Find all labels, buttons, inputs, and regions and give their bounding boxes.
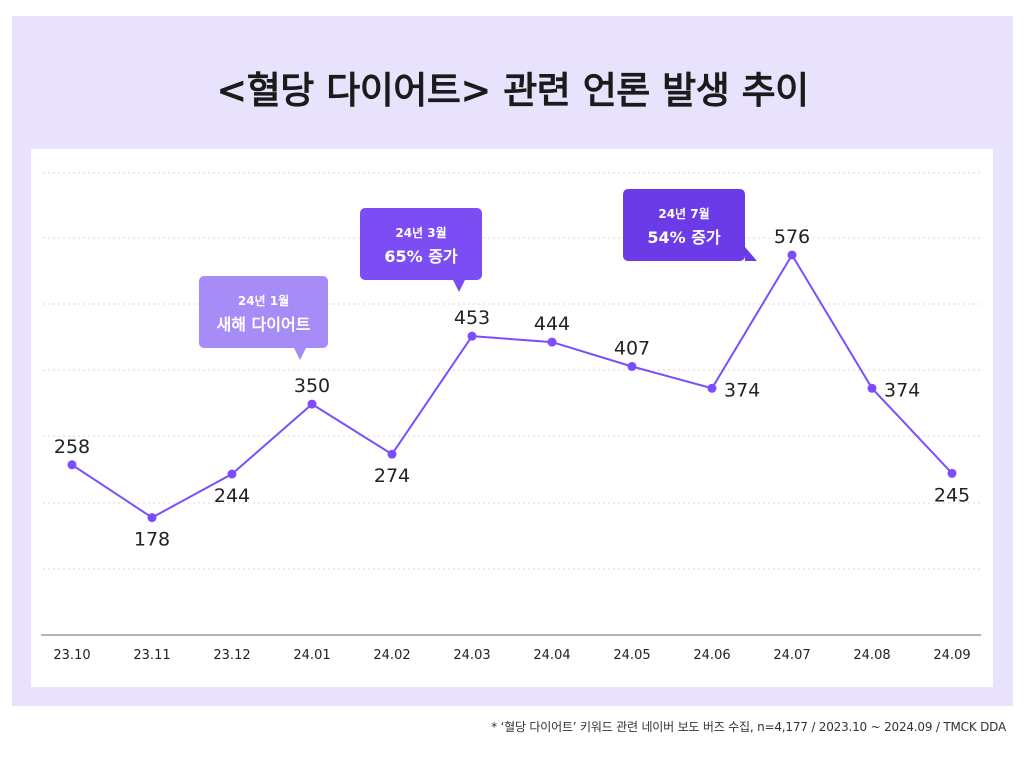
- data-label: 453: [454, 307, 490, 329]
- data-point: [467, 331, 477, 341]
- chart-card: 23.10 23.11 23.12 24.01 24.02 24.03 24.04 24.05…: [31, 149, 993, 687]
- x-tick-label: 23.11: [133, 648, 170, 663]
- data-label: 576: [774, 226, 810, 248]
- x-tick-label: 24.08: [853, 648, 890, 663]
- data-label: 374: [724, 379, 760, 401]
- callout-box: [623, 189, 745, 261]
- x-tick-label: 24.01: [293, 648, 330, 663]
- line-chart: 23.10 23.11 23.12 24.01 24.02 24.03 24.04 24.05…: [41, 172, 981, 663]
- data-point: [867, 383, 877, 393]
- callout-line2: 54% 증가: [647, 228, 721, 247]
- data-point: [147, 513, 157, 523]
- x-tick-label: 23.10: [53, 648, 90, 663]
- callout-line2: 65% 증가: [384, 247, 458, 266]
- data-label: 245: [934, 484, 970, 506]
- callout-box: [360, 208, 482, 280]
- callout-tail: [745, 247, 757, 261]
- data-label: 178: [134, 529, 170, 551]
- callout-line1: 24년 1월: [238, 293, 289, 308]
- x-tick-label: 24.06: [693, 648, 730, 663]
- chart-title: <혈당 다이어트> 관련 언론 발생 추이: [216, 69, 809, 112]
- data-point: [387, 449, 397, 459]
- x-tick-label: 23.12: [213, 648, 250, 663]
- callout-line2: 새해 다이어트: [217, 315, 311, 334]
- data-label: 407: [614, 337, 650, 359]
- data-point: [307, 399, 317, 409]
- data-label: 258: [54, 436, 90, 458]
- callout-line1: 24년 7월: [658, 206, 709, 221]
- callout-tail: [453, 280, 465, 292]
- data-point: [547, 337, 557, 347]
- data-point: [947, 468, 957, 478]
- callout-line1: 24년 3월: [395, 225, 446, 240]
- data-point: [707, 383, 717, 393]
- data-label: 444: [534, 313, 570, 335]
- callout-box: [199, 276, 328, 348]
- data-label: 244: [214, 485, 250, 507]
- data-label: 350: [294, 375, 330, 397]
- series-line: [71, 254, 953, 519]
- x-tick-label: 24.05: [613, 648, 650, 663]
- x-tick-label: 24.09: [933, 648, 970, 663]
- source-footnote: * ‘혈당 다이어트’ 키워드 관련 네이버 보도 버즈 수집, n=4,177…: [491, 720, 1006, 734]
- data-label: 374: [884, 379, 920, 401]
- data-point: [787, 250, 797, 260]
- x-tick-label: 24.04: [533, 648, 570, 663]
- data-point: [227, 469, 237, 479]
- x-tick-label: 24.02: [373, 648, 410, 663]
- callout-tail: [294, 348, 306, 360]
- data-point: [67, 460, 77, 470]
- x-tick-label: 24.07: [773, 648, 810, 663]
- x-tick-label: 24.03: [453, 648, 490, 663]
- data-point: [627, 361, 637, 371]
- data-label: 274: [374, 465, 410, 487]
